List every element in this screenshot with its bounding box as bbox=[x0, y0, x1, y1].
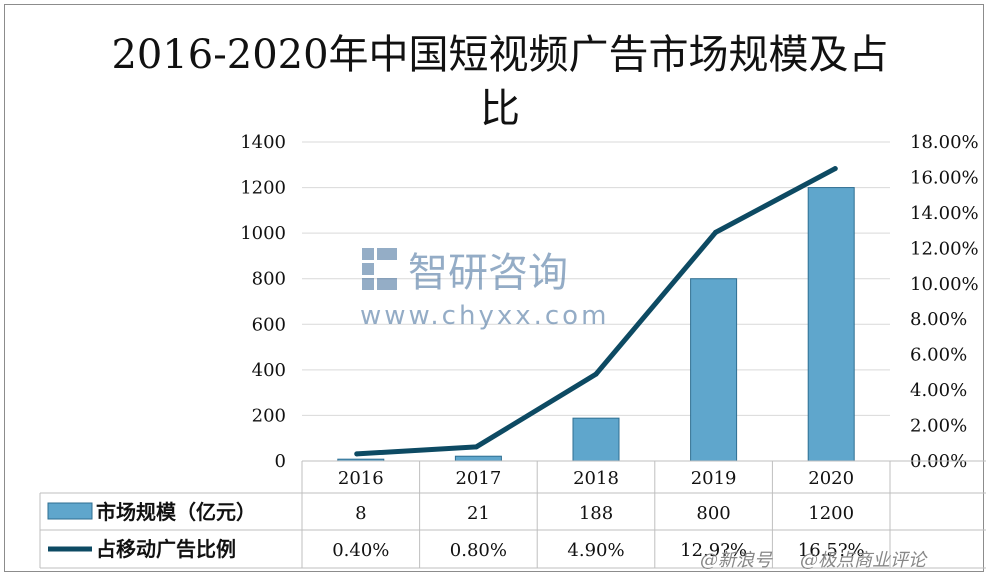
y-tick-label-left: 800 bbox=[252, 269, 286, 290]
table-cell-value: 1200 bbox=[808, 503, 854, 524]
y-axis-left: 0 200 400 600 800 1000 1200 1400 bbox=[240, 132, 286, 472]
y-tick-label-left: 1200 bbox=[240, 178, 286, 199]
y-tick-label-right: 12.00% bbox=[910, 238, 979, 259]
x-tick-label: 2020 bbox=[808, 468, 854, 489]
x-tick-label: 2018 bbox=[573, 468, 619, 489]
legend-key-bar bbox=[47, 502, 93, 520]
table-cell-value: 21 bbox=[467, 503, 490, 524]
credit-right: @极点商业评论 bbox=[800, 550, 928, 571]
data-table: 2016 2017 2018 2019 2020 市场规模（亿元） 占移动广告比例 8 21 18… bbox=[39, 460, 986, 569]
table-cell-value: 0.40% bbox=[332, 540, 389, 561]
y-tick-label-right: 4.00% bbox=[910, 380, 967, 401]
x-tick-label: 2019 bbox=[691, 468, 737, 489]
y-tick-label-left: 0 bbox=[275, 451, 286, 472]
bar bbox=[807, 187, 855, 462]
line-series bbox=[354, 166, 838, 457]
y-tick-label-left: 600 bbox=[252, 314, 286, 335]
y-axis-right: 0.00%2.00%4.00%6.00%8.00%10.00%12.00%14.… bbox=[910, 132, 979, 472]
y-tick-label-right: 8.00% bbox=[910, 309, 967, 330]
table-cell-value: 16.5?% bbox=[798, 540, 865, 561]
table-cell-value: 0.80% bbox=[450, 540, 507, 561]
table-cell-value: 188 bbox=[579, 503, 613, 524]
table-cell-value: 800 bbox=[696, 503, 730, 524]
legend-label: 占移动广告比例 bbox=[96, 537, 236, 561]
line-point bbox=[593, 371, 599, 377]
chart-title: 2016-2020年中国短视频广告市场规模及占比 bbox=[111, 32, 889, 132]
bar bbox=[572, 417, 620, 462]
watermark-url: www.chyxx.com bbox=[360, 301, 609, 331]
y-tick-label-right: 18.00% bbox=[910, 132, 979, 153]
watermark: 智研咨询 www.chyxx.com bbox=[360, 248, 609, 331]
watermark-logo-icon bbox=[362, 248, 397, 290]
bar bbox=[454, 455, 502, 462]
credits: @新浪号 @极点商业评论 bbox=[700, 550, 928, 571]
line-point bbox=[354, 451, 360, 457]
table-cell-value: 12.9?% bbox=[680, 540, 747, 561]
bar-series bbox=[337, 187, 855, 462]
line-point bbox=[713, 229, 719, 235]
y-tick-label-left: 1000 bbox=[240, 223, 286, 244]
y-tick-label-right: 14.00% bbox=[910, 203, 979, 224]
x-tick-label: 2017 bbox=[455, 468, 501, 489]
table-cell-value: 4.90% bbox=[567, 540, 624, 561]
line-point bbox=[832, 166, 838, 172]
legend-label: 市场规模（亿元） bbox=[96, 500, 256, 524]
y-tick-label-right: 6.00% bbox=[910, 345, 967, 366]
x-tick-label: 2016 bbox=[338, 468, 384, 489]
bar bbox=[690, 278, 738, 462]
y-tick-label-right: 16.00% bbox=[910, 167, 979, 188]
watermark-text: 智研咨询 bbox=[408, 250, 568, 296]
table-cell-value: 8 bbox=[355, 503, 366, 524]
y-tick-label-left: 1400 bbox=[240, 132, 286, 153]
y-tick-label-left: 200 bbox=[252, 405, 286, 426]
y-tick-label-right: 2.00% bbox=[910, 416, 967, 437]
credit-left: @新浪号 bbox=[700, 550, 773, 571]
y-tick-label-right: 10.00% bbox=[910, 274, 979, 295]
line-point bbox=[473, 444, 479, 450]
y-tick-label-left: 400 bbox=[252, 360, 286, 381]
